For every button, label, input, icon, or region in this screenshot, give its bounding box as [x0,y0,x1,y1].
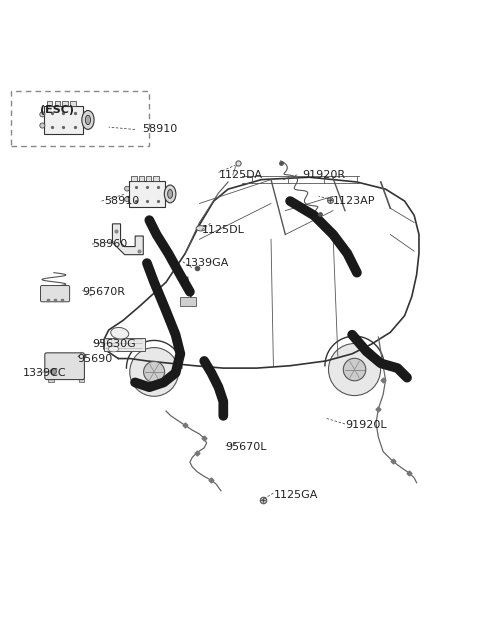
Text: 1123AP: 1123AP [333,196,375,206]
Text: 58910: 58910 [142,125,178,134]
Bar [62,101,68,106]
FancyBboxPatch shape [40,286,70,301]
Text: 1339GA: 1339GA [185,258,229,268]
Bar [79,378,84,382]
Text: 1125DA: 1125DA [218,170,263,180]
FancyBboxPatch shape [45,353,84,380]
Bar [104,338,144,352]
Circle shape [144,361,165,382]
Text: 1339CC: 1339CC [23,368,67,378]
Bar [48,378,54,382]
Bar [44,106,83,134]
Bar [47,101,52,106]
Text: 91920L: 91920L [345,420,386,431]
Text: 95670R: 95670R [83,287,125,297]
Ellipse shape [111,328,129,339]
Bar [132,176,137,181]
Ellipse shape [82,111,94,129]
Bar [153,176,158,181]
Bar [146,176,151,181]
Ellipse shape [164,185,176,203]
Text: (ESC): (ESC) [39,106,73,115]
Circle shape [40,123,45,128]
Bar [55,101,60,106]
Text: 91920R: 91920R [302,170,345,180]
Text: 58910: 58910 [104,196,139,206]
Bar [129,181,165,207]
Ellipse shape [168,190,172,198]
Polygon shape [112,224,143,254]
Text: 1125GA: 1125GA [274,490,318,499]
Text: 95670L: 95670L [226,442,267,452]
Circle shape [125,197,130,202]
Ellipse shape [85,115,91,125]
Circle shape [343,358,366,381]
Text: 1125DL: 1125DL [202,225,245,235]
Text: 58960: 58960 [92,239,127,249]
Circle shape [125,186,130,191]
Text: 95690: 95690 [78,354,113,364]
Ellipse shape [108,346,119,352]
Bar [139,176,144,181]
Circle shape [40,112,45,117]
Circle shape [328,343,381,396]
Ellipse shape [196,226,205,231]
Text: 95630G: 95630G [92,339,136,349]
Bar [70,101,76,106]
Bar [180,298,196,306]
Circle shape [130,347,179,396]
